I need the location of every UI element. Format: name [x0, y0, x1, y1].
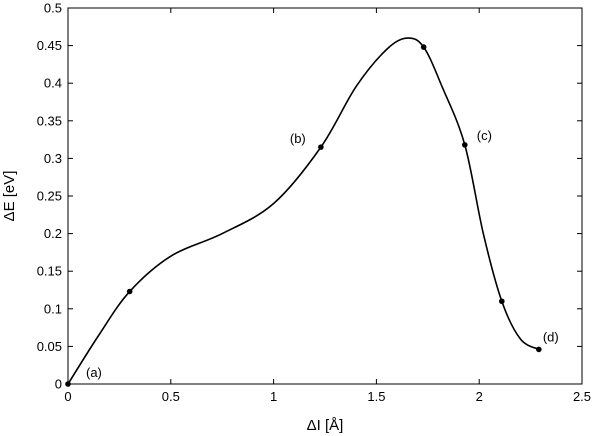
y-tick-label: 0.2 [44, 226, 62, 241]
axis-tick-labels: 0 0.5 1 1.5 2 2.5 0 0.05 0.1 0.15 0.2 0.25 0.3 0.35 0.… [37, 1, 591, 405]
y-tick-label: 0.4 [44, 76, 62, 91]
axis-ticks [67, 7, 583, 385]
data-markers [65, 44, 542, 387]
annotation-label: (c) [477, 128, 492, 143]
x-tick-label: 2.5 [573, 389, 591, 404]
x-tick-label: 2 [476, 389, 483, 404]
plot-frame [67, 7, 583, 385]
annotation-label: (b) [290, 131, 306, 146]
data-point [318, 144, 324, 150]
y-tick-label: 0.15 [37, 264, 62, 279]
y-tick-label: 0 [55, 377, 62, 392]
data-point [420, 44, 427, 50]
x-tick-label: 1.5 [367, 389, 385, 404]
y-tick-label: 0.3 [44, 151, 62, 166]
annotation-label: (d) [543, 329, 559, 344]
point-annotations: (a) (b) (c) (d) [86, 128, 559, 380]
y-tick-label: 0.35 [37, 113, 62, 128]
x-tick-label: 1 [270, 389, 277, 404]
x-tick-label: 0 [64, 389, 71, 404]
data-point [462, 142, 468, 148]
data-point [536, 346, 542, 353]
series-line [67, 37, 540, 385]
data-point [65, 381, 71, 387]
y-axis-label: ΔE [eV] [1, 171, 18, 222]
annotation-label: (a) [86, 365, 102, 380]
y-tick-label: 0.1 [44, 301, 62, 316]
x-tick-label: 0.5 [162, 389, 180, 404]
data-point [499, 298, 505, 305]
x-axis-label: ΔI [Å] [307, 417, 344, 434]
y-tick-label: 0.5 [44, 1, 62, 16]
y-tick-label: 0.25 [37, 189, 62, 204]
data-point [126, 288, 133, 295]
y-tick-label: 0.45 [37, 38, 62, 53]
y-tick-label: 0.05 [37, 339, 62, 354]
